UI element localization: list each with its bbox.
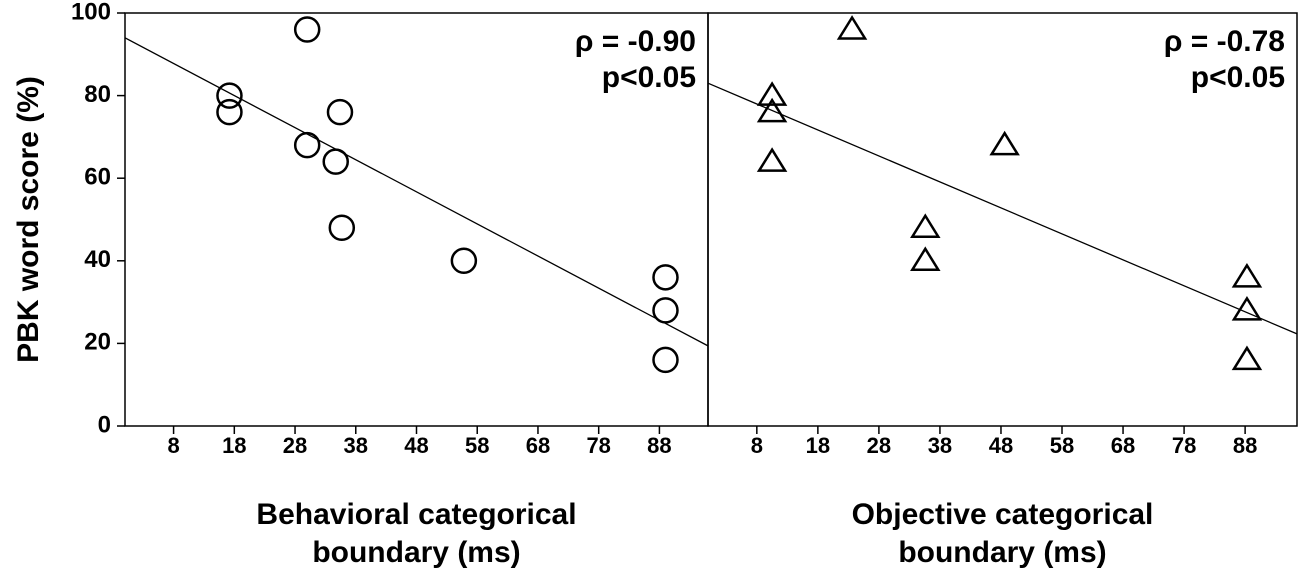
- y-tick-label: 0: [98, 411, 111, 438]
- x-tick-label: 88: [647, 433, 671, 458]
- x-tick-label: 18: [222, 433, 246, 458]
- circle-marker: [216, 98, 243, 126]
- triangle-marker: [1231, 345, 1263, 371]
- x-axis-label: Behavioral categorical boundary (ms): [256, 498, 577, 569]
- annotation: ρ = -0.90: [575, 25, 696, 58]
- x-tick-label: 68: [1111, 433, 1135, 458]
- circle-marker: [652, 264, 679, 291]
- annotation: p<0.05: [1191, 61, 1285, 94]
- triangle-marker: [836, 15, 868, 40]
- x-tick-label: 48: [404, 433, 428, 458]
- x-tick-label: 38: [928, 433, 952, 458]
- x-tick-label: 48: [989, 433, 1013, 458]
- annotation: p<0.05: [602, 61, 696, 94]
- triangle-marker: [910, 246, 941, 272]
- y-tick-label: 100: [71, 0, 111, 25]
- triangle-marker: [910, 213, 941, 239]
- fit-line: [124, 37, 709, 347]
- triangle-marker: [1231, 295, 1263, 321]
- circle-marker: [652, 297, 679, 324]
- x-tick-label: 58: [465, 433, 489, 458]
- y-tick-label: 20: [84, 329, 111, 356]
- circle-marker: [652, 346, 679, 374]
- y-axis-label: PBK word score (%): [12, 76, 45, 363]
- triangle-marker: [989, 130, 1020, 156]
- x-tick-label: 18: [806, 433, 830, 458]
- fit-line: [707, 82, 1298, 335]
- x-tick-label: 68: [526, 433, 550, 458]
- triangle-marker: [1231, 262, 1263, 288]
- circle-marker: [322, 148, 349, 175]
- plot-frame: [707, 12, 1298, 427]
- y-tick-label: 40: [84, 246, 111, 273]
- triangle-marker: [756, 97, 788, 123]
- x-axis-label: Objective categorical boundary (ms): [851, 498, 1154, 569]
- annotation: ρ = -0.78: [1164, 25, 1285, 58]
- x-tick-label: 8: [751, 433, 763, 458]
- circle-marker: [293, 131, 321, 159]
- y-tick-label: 80: [84, 81, 111, 108]
- x-tick-label: 58: [1050, 433, 1074, 458]
- x-tick-label: 78: [1172, 433, 1196, 458]
- x-tick-label: 78: [586, 433, 610, 458]
- y-tick-label: 60: [84, 164, 111, 191]
- circle-marker: [216, 82, 243, 109]
- circle-marker: [326, 98, 354, 126]
- circle-marker: [293, 16, 321, 43]
- circle-marker: [328, 214, 356, 242]
- x-tick-label: 38: [344, 433, 368, 458]
- x-tick-label: 88: [1233, 433, 1257, 458]
- x-tick-label: 28: [867, 433, 891, 458]
- circle-marker: [450, 247, 478, 275]
- x-tick-label: 28: [283, 433, 307, 458]
- x-tick-label: 8: [167, 433, 179, 458]
- triangle-marker: [756, 147, 788, 172]
- triangle-marker: [756, 81, 788, 106]
